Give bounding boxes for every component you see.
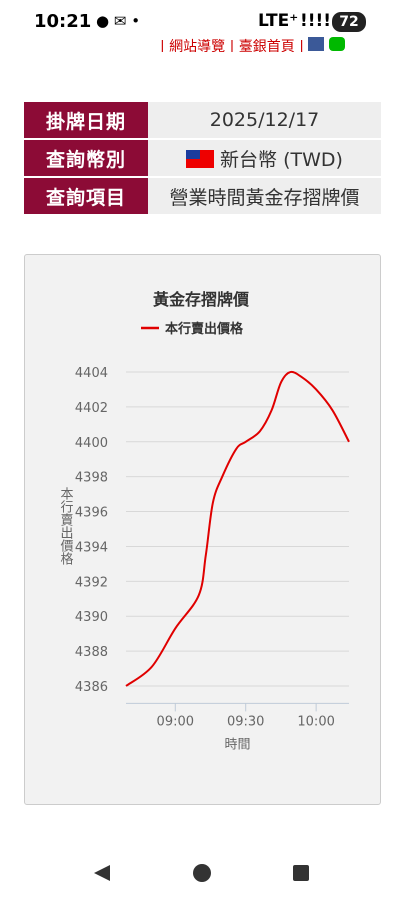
nav-bar xyxy=(0,845,405,900)
x-tick-label: 09:00 xyxy=(157,714,194,729)
y-tick-label: 4390 xyxy=(75,610,108,625)
home-button[interactable] xyxy=(193,864,211,882)
y-tick-label: 4398 xyxy=(75,471,108,486)
x-tick-label: 10:00 xyxy=(297,714,334,729)
network: LTE⁺ xyxy=(258,11,299,31)
currency: 新台幣 (TWD) xyxy=(220,148,343,171)
link[interactable]: 臺銀首頁 | xyxy=(238,39,304,52)
y-tick-label: 4396 xyxy=(75,506,108,521)
y-tick-label: 4400 xyxy=(75,436,108,451)
status-icons: ● ✉ • xyxy=(96,12,141,30)
value-cell: 營業時間黃金存摺牌價 xyxy=(148,178,381,214)
status-bar: 10:21 ● ✉ • LTE⁺ !!!! 72 xyxy=(0,0,405,45)
nav-icons xyxy=(94,864,309,882)
y-tick-label: 4404 xyxy=(75,366,108,381)
recent-button[interactable] xyxy=(293,865,309,881)
chart: 黃金存摺牌價 本行賣出價格 4386 4388 4390 4392 4394 4396 439… xyxy=(58,290,350,752)
x-tick-label: 09:30 xyxy=(227,714,264,729)
line-icon[interactable] xyxy=(328,37,345,51)
fb-icon[interactable] xyxy=(308,37,325,51)
flag xyxy=(186,149,215,168)
chart-title: 黃金存摺牌價 xyxy=(152,290,250,309)
y-tick-label: 4388 xyxy=(75,645,108,660)
y-tick-label: 4402 xyxy=(75,401,108,416)
header-cell: 掛牌日期 xyxy=(24,102,148,138)
y-tick-label: 4394 xyxy=(75,540,108,555)
y-tick-label: 4392 xyxy=(75,575,108,590)
series-line xyxy=(125,370,350,687)
battery: 72 xyxy=(332,12,366,32)
value-cell: 新台幣 (TWD) xyxy=(148,140,381,176)
clock: 10:21 xyxy=(34,11,92,32)
back-button[interactable] xyxy=(94,865,110,881)
info-table: 掛牌日期 2025/12/17 查詢幣別 新台幣 (TWD) 查詢項目 營業時間黃金存… xyxy=(24,100,381,216)
signal: !!!! xyxy=(300,11,332,31)
y-axis-title: 本行賣出價格 xyxy=(58,487,74,565)
header-cell: 查詢幣別 xyxy=(24,140,148,176)
chart-box: 黃金存摺牌價 本行賣出價格 4386 4388 4390 4392 4394 4396 439… xyxy=(24,254,381,805)
link[interactable]: | 網站導覽 | xyxy=(160,39,235,52)
legend-label: 本行賣出價格 xyxy=(165,321,244,337)
x-axis-title: 時間 xyxy=(224,737,250,752)
y-tick-label: 4386 xyxy=(75,680,108,695)
top-links: | 網站導覽 | 臺銀首頁 | xyxy=(160,36,345,52)
header-cell: 查詢項目 xyxy=(24,178,148,214)
value-cell: 2025/12/17 xyxy=(148,102,381,138)
